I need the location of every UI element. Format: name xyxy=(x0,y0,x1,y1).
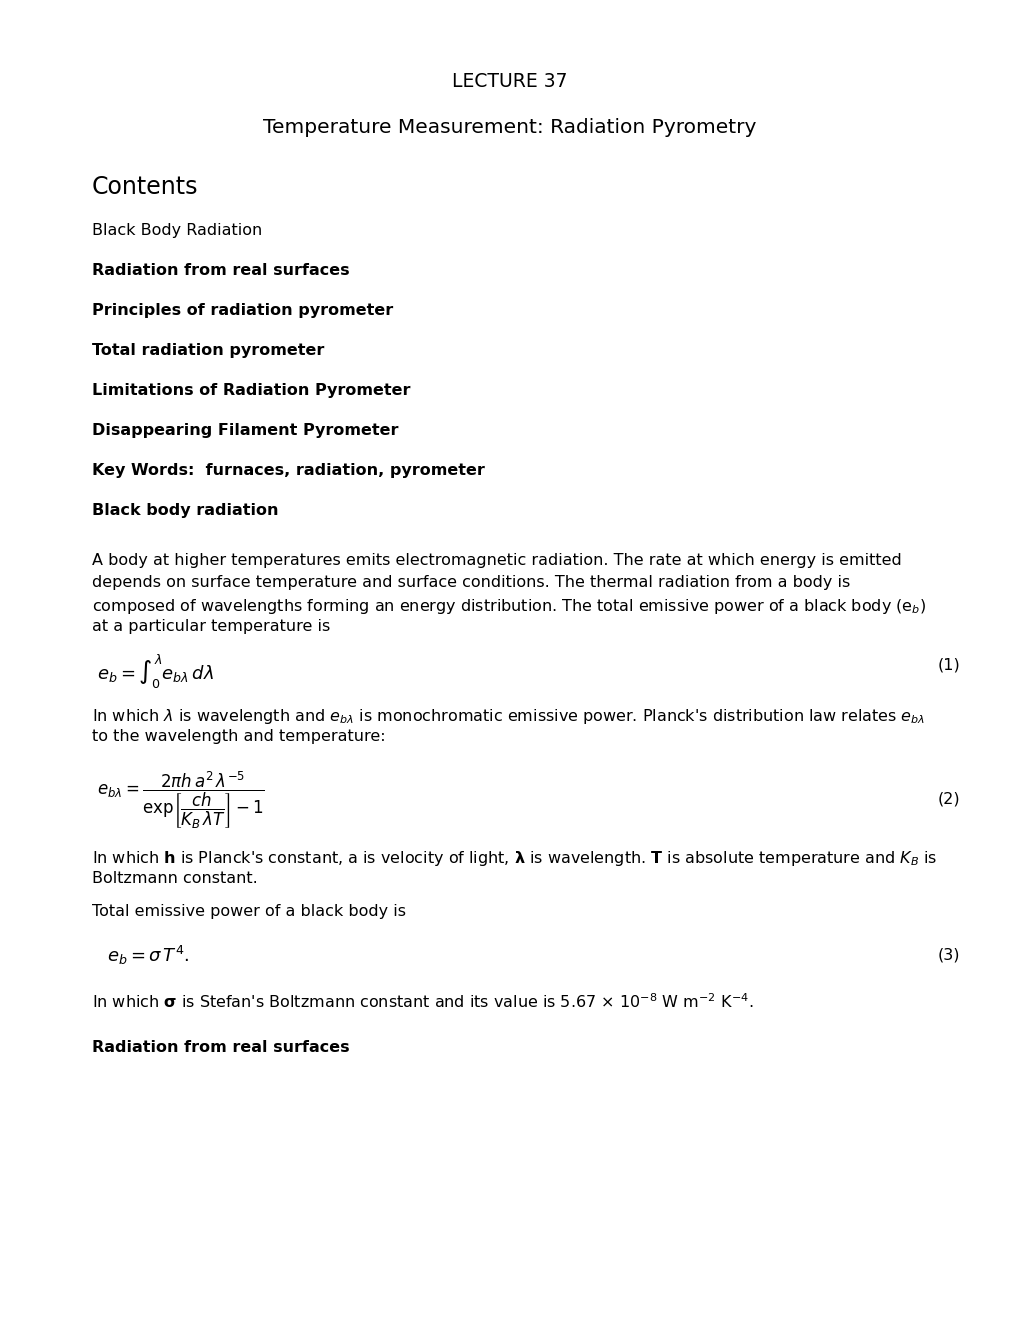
Text: Radiation from real surfaces: Radiation from real surfaces xyxy=(92,1040,350,1055)
Text: Black Body Radiation: Black Body Radiation xyxy=(92,223,262,238)
Text: Temperature Measurement: Radiation Pyrometry: Temperature Measurement: Radiation Pyrom… xyxy=(263,117,756,137)
Text: at a particular temperature is: at a particular temperature is xyxy=(92,619,330,634)
Text: $e_b = \int_0^{\lambda} e_{b\lambda}\, d\lambda$: $e_b = \int_0^{\lambda} e_{b\lambda}\, d… xyxy=(97,653,214,692)
Text: to the wavelength and temperature:: to the wavelength and temperature: xyxy=(92,729,385,744)
Text: Total emissive power of a black body is: Total emissive power of a black body is xyxy=(92,904,406,919)
Text: Disappearing Filament Pyrometer: Disappearing Filament Pyrometer xyxy=(92,422,398,438)
Text: In which $\lambda$ is wavelength and $e_{b\lambda}$ is monochromatic emissive po: In which $\lambda$ is wavelength and $e_… xyxy=(92,708,924,726)
Text: Contents: Contents xyxy=(92,176,199,199)
Text: In which $\mathbf{h}$ is Planck's constant, a is velocity of light, $\boldsymbol: In which $\mathbf{h}$ is Planck's consta… xyxy=(92,849,936,869)
Text: Boltzmann constant.: Boltzmann constant. xyxy=(92,871,258,886)
Text: $e_{b\lambda} = \dfrac{2\pi h\, a^2\, \lambda^{-5}}{\exp\!\left[\dfrac{ch}{K_B\,: $e_{b\lambda} = \dfrac{2\pi h\, a^2\, \l… xyxy=(97,770,265,830)
Text: LECTURE 37: LECTURE 37 xyxy=(451,73,568,91)
Text: Key Words:  furnaces, radiation, pyrometer: Key Words: furnaces, radiation, pyromete… xyxy=(92,463,484,478)
Text: depends on surface temperature and surface conditions. The thermal radiation fro: depends on surface temperature and surfa… xyxy=(92,576,850,590)
Text: (2): (2) xyxy=(936,791,959,807)
Text: composed of wavelengths forming an energy distribution. The total emissive power: composed of wavelengths forming an energ… xyxy=(92,597,925,616)
Text: In which $\mathbf{\sigma}$ is Stefan's Boltzmann constant and its value is 5.67 : In which $\mathbf{\sigma}$ is Stefan's B… xyxy=(92,993,753,1011)
Text: (1): (1) xyxy=(936,657,959,672)
Text: $e_b = \sigma\, T^4.$: $e_b = \sigma\, T^4.$ xyxy=(107,944,190,968)
Text: A body at higher temperatures emits electromagnetic radiation. The rate at which: A body at higher temperatures emits elec… xyxy=(92,553,901,568)
Text: (3): (3) xyxy=(936,948,959,964)
Text: Black body radiation: Black body radiation xyxy=(92,503,278,517)
Text: Principles of radiation pyrometer: Principles of radiation pyrometer xyxy=(92,304,393,318)
Text: Limitations of Radiation Pyrometer: Limitations of Radiation Pyrometer xyxy=(92,383,410,399)
Text: Radiation from real surfaces: Radiation from real surfaces xyxy=(92,263,350,279)
Text: Total radiation pyrometer: Total radiation pyrometer xyxy=(92,343,324,358)
